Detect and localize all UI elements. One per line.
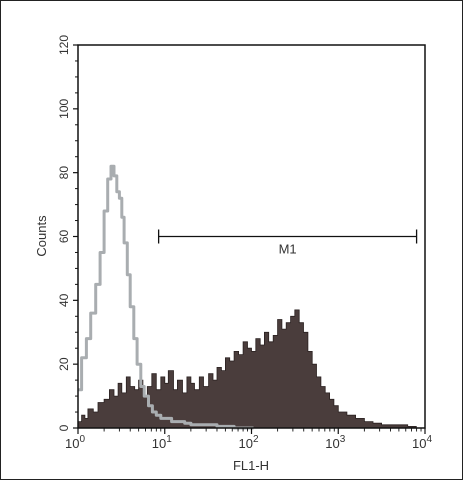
x-tick-label-0: 100: [65, 434, 85, 451]
x-tick-label-1: 101: [152, 434, 172, 451]
y-tick-label-80: 80: [57, 166, 71, 180]
filled-histogram-series-0: [77, 309, 419, 429]
marker-layer: M1: [157, 229, 418, 257]
histogram-layer: [77, 164, 419, 430]
y-tick-label-100: 100: [57, 99, 71, 119]
y-tick-label-60: 60: [57, 230, 71, 244]
marker-range-label-0: M1: [279, 242, 297, 257]
x-axis-label: FL1-H: [233, 458, 269, 473]
y-tick-label-20: 20: [57, 357, 71, 371]
y-tick-label-120: 120: [57, 35, 71, 55]
axis-ticks-layer: 0 20 40 60 80 100 120 100 101 102 103 104: [57, 35, 432, 451]
x-tick-label-3: 103: [325, 434, 345, 451]
x-tick-label-4: 104: [412, 434, 432, 451]
y-tick-label-40: 40: [57, 293, 71, 307]
outline-histogram-series-1: [78, 164, 254, 430]
x-tick-label-2: 102: [238, 434, 258, 451]
y-axis-label: Counts: [34, 215, 49, 257]
y-tick-label-0: 0: [57, 424, 71, 431]
